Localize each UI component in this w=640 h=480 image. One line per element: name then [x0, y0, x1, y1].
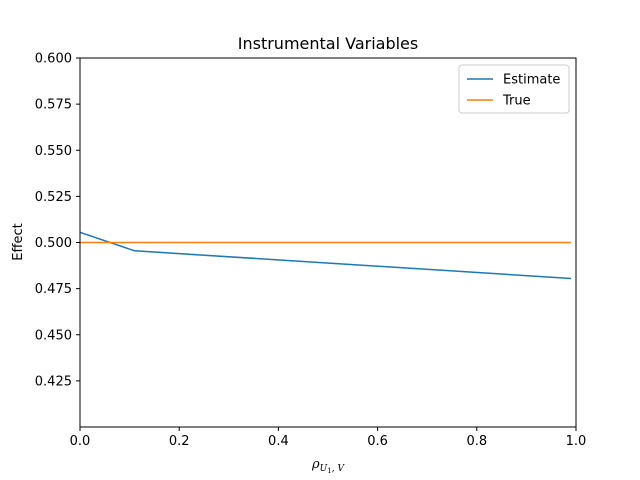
y-tick-label: 0.550: [35, 144, 72, 159]
x-tick-label: 0.0: [70, 434, 91, 449]
x-tick-label: 0.4: [268, 434, 289, 449]
y-tick-label: 0.575: [35, 98, 72, 113]
y-tick-label: 0.525: [35, 190, 72, 205]
legend-label-true: True: [502, 94, 531, 109]
x-tick-label: 0.6: [367, 434, 388, 449]
legend: Estimate True: [458, 64, 570, 114]
chart-title: Instrumental Variables: [238, 34, 418, 53]
y-tick-label: 0.450: [35, 328, 72, 343]
x-axis-label-sub-var: U: [320, 464, 328, 474]
y-tick-label: 0.600: [35, 52, 72, 67]
x-tick-label: 0.8: [466, 434, 487, 449]
y-axis-ticks: 0.425 0.450 0.475 0.500 0.525 0.550 0.575 0.600: [35, 52, 80, 389]
x-tick-label: 1.0: [566, 434, 587, 449]
legend-label-estimate: Estimate: [503, 73, 560, 88]
y-tick-label: 0.475: [35, 282, 72, 297]
y-axis-label: Effect: [11, 223, 26, 260]
x-axis-ticks: 0.0 0.2 0.4 0.6 0.8 1.0: [70, 427, 587, 449]
y-tick-label: 0.425: [35, 374, 72, 389]
y-tick-label: 0.500: [35, 236, 72, 251]
series-line-estimate: [79, 231, 572, 280]
legend-box: [458, 64, 570, 114]
x-axis-label-sub-rest: , V: [332, 464, 346, 474]
x-tick-label: 0.2: [169, 434, 190, 449]
x-axis-label: ρU1, V: [311, 457, 345, 475]
x-axis-label-sub-index: 1: [327, 467, 331, 475]
x-axis-label-rho: ρ: [311, 457, 320, 472]
